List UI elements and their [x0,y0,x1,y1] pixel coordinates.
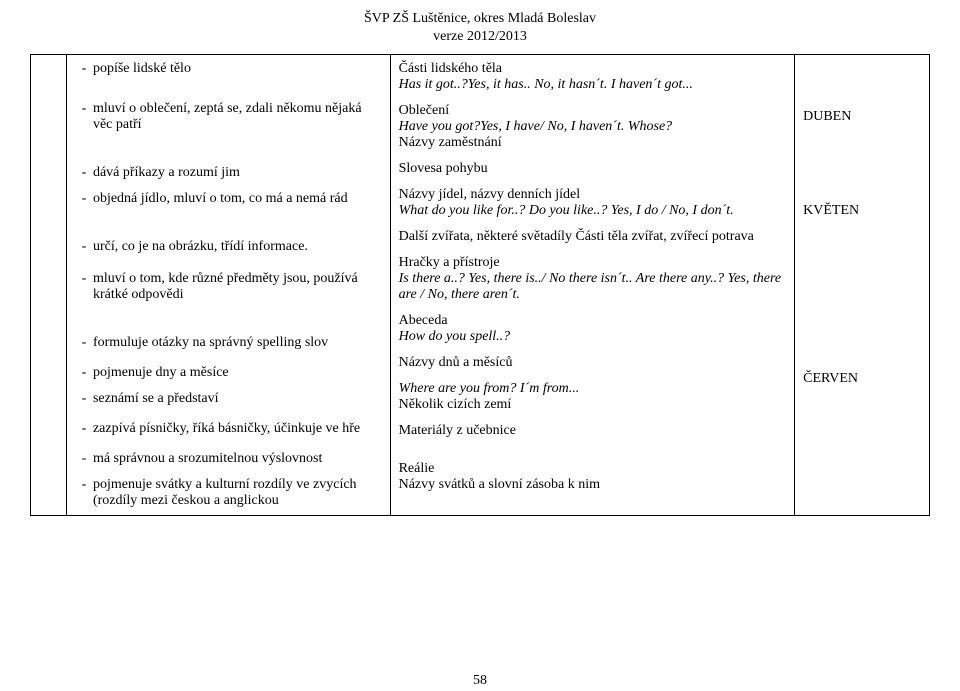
content-plain: Hračky a přístroje [399,255,500,270]
dash: - [75,451,93,467]
blank-col [31,55,67,516]
outcome-text: pojmenuje dny a měsíce [93,365,382,381]
table-row: -seznámí se a představí [75,391,382,407]
content-plain: Další zvířata, některé světadíly Části t… [399,229,754,244]
dash: - [75,165,93,181]
content-text: Abeceda How do you spell..? [399,313,787,345]
content-text: Další zvířata, některé světadíly Části t… [399,229,787,245]
header-line2: verze 2012/2013 [30,28,930,46]
content-text: Názvy jídel, názvy denních jídel What do… [399,187,787,219]
month-label: DUBEN [803,109,921,125]
months-col: DUBEN KVĚTEN ČERVEN [795,55,930,516]
content-plain2: Názvy svátků a slovní zásoba k nim [399,477,600,492]
outcome-text: má správnou a srozumitelnou výslovnost [93,451,382,467]
outcome-text: seznámí se a představí [93,391,382,407]
content-plain: Abeceda [399,313,448,328]
content-italic: Has it got..?Yes, it has.. No, it hasn´t… [399,77,693,92]
content-text: Reálie Názvy svátků a slovní zásoba k ni… [399,461,787,493]
table-row: -formuluje otázky na správný spelling sl… [75,335,382,351]
dash: - [75,477,93,509]
content-italic: Where are you from? I´m from... [399,381,580,396]
table-row: -určí, co je na obrázku, třídí informace… [75,239,382,255]
content-plain: Materiály z učebnice [399,423,516,438]
outcome-text: mluví o oblečení, zeptá se, zdali někomu… [93,101,382,133]
outcomes-col: -popíše lidské tělo -mluví o oblečení, z… [66,55,390,516]
content-italic: Have you got?Yes, I have/ No, I haven´t.… [399,119,673,134]
content-plain2: Několik cizích zemí [399,397,512,412]
outcome-text: popíše lidské tělo [93,61,382,77]
content-text: Názvy dnů a měsíců [399,355,787,371]
page: ŠVP ZŠ Luštěnice, okres Mladá Boleslav v… [0,0,960,691]
table-row: Slovesa pohybu [399,161,787,177]
content-italic: What do you like for..? Do you like..? Y… [399,203,734,218]
dash: - [75,421,93,437]
dash: - [75,391,93,407]
content-text: Where are you from? I´m from... Několik … [399,381,787,413]
content-italic: Is there a..? Yes, there is../ No there … [399,271,782,302]
content-plain: Názvy dnů a měsíců [399,355,513,370]
table-row: Části lidského těla Has it got..?Yes, it… [399,61,787,93]
table-row: -má správnou a srozumitelnou výslovnost [75,451,382,467]
content-col: Části lidského těla Has it got..?Yes, it… [390,55,795,516]
content-text: Oblečení Have you got?Yes, I have/ No, I… [399,103,787,151]
page-header: ŠVP ZŠ Luštěnice, okres Mladá Boleslav v… [30,10,930,46]
outcome-text: určí, co je na obrázku, třídí informace. [93,239,382,255]
table-row: Názvy dnů a měsíců [399,355,787,371]
table-row: Další zvířata, některé světadíly Části t… [399,229,787,245]
dash: - [75,239,93,255]
month-label: KVĚTEN [803,203,921,219]
table-row: Where are you from? I´m from... Několik … [399,381,787,413]
dash: - [75,191,93,207]
content-plain2: Názvy zaměstnání [399,135,502,150]
dash: - [75,335,93,351]
dash: - [75,271,93,303]
content-text: Části lidského těla Has it got..?Yes, it… [399,61,787,93]
content-plain: Části lidského těla [399,61,502,76]
content-text: Hračky a přístroje Is there a..? Yes, th… [399,255,787,303]
table-row: -pojmenuje dny a měsíce [75,365,382,381]
content-plain: Oblečení [399,103,450,118]
table-row: -dává příkazy a rozumí jim [75,165,382,181]
table-row: Materiály z učebnice [399,423,787,439]
dash: - [75,101,93,133]
content-text: Materiály z učebnice [399,423,787,439]
table-row: Reálie Názvy svátků a slovní zásoba k ni… [399,461,787,493]
table-row: -mluví o tom, kde různé předměty jsou, p… [75,271,382,303]
content-plain: Reálie [399,461,435,476]
table-row: -mluví o oblečení, zeptá se, zdali někom… [75,101,382,133]
dash: - [75,365,93,381]
header-line1: ŠVP ZŠ Luštěnice, okres Mladá Boleslav [30,10,930,28]
table-row: -zazpívá písničky, říká básničky, účinku… [75,421,382,437]
curriculum-table: -popíše lidské tělo -mluví o oblečení, z… [30,54,930,516]
table-row: -objedná jídlo, mluví o tom, co má a nem… [75,191,382,207]
content-italic: How do you spell..? [399,329,511,344]
outcome-text: zazpívá písničky, říká básničky, účinkuj… [93,421,382,437]
outcome-text: dává příkazy a rozumí jim [93,165,382,181]
table-row: Názvy jídel, názvy denních jídel What do… [399,187,787,219]
table-row: -pojmenuje svátky a kulturní rozdíly ve … [75,477,382,509]
content-text: Slovesa pohybu [399,161,787,177]
content-plain: Názvy jídel, názvy denních jídel [399,187,581,202]
table-row: -popíše lidské tělo [75,61,382,77]
table-row: Hračky a přístroje Is there a..? Yes, th… [399,255,787,303]
outcome-text: pojmenuje svátky a kulturní rozdíly ve z… [93,477,382,509]
outcome-text: formuluje otázky na správný spelling slo… [93,335,382,351]
table-row: Abeceda How do you spell..? [399,313,787,345]
page-number: 58 [0,673,960,689]
content-plain: Slovesa pohybu [399,161,488,176]
table-row: Oblečení Have you got?Yes, I have/ No, I… [399,103,787,151]
dash: - [75,61,93,77]
outcome-text: objedná jídlo, mluví o tom, co má a nemá… [93,191,382,207]
outcome-text: mluví o tom, kde různé předměty jsou, po… [93,271,382,303]
month-label: ČERVEN [803,371,921,387]
